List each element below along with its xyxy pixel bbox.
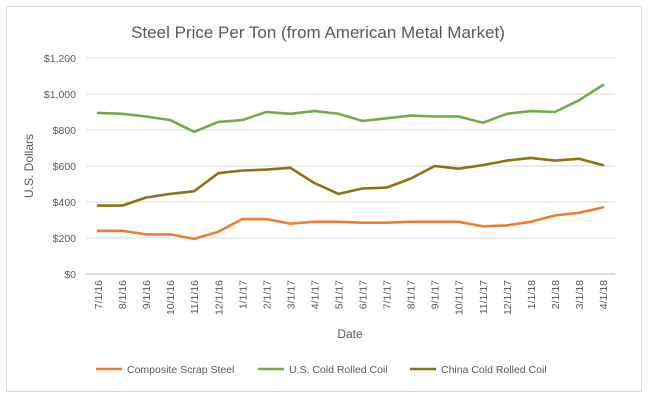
series-line-3: [96, 156, 605, 207]
chart-frame: [6, 6, 642, 392]
x-tick-label: 7/1/17: [382, 280, 394, 309]
y-tick-label: $400: [53, 197, 77, 209]
x-tick-label: 11/1/16: [189, 280, 201, 314]
x-tick-label: 5/1/17: [333, 280, 345, 309]
y-axis-label: U.S. Dollars: [22, 134, 36, 198]
x-tick-label: 10/1/17: [454, 280, 466, 315]
y-tick-label: $600: [53, 161, 77, 173]
legend-label: China Cold Rolled Coil: [441, 364, 547, 376]
x-tick-label: 11/1/17: [478, 280, 490, 314]
legend: Composite Scrap Steel U.S. Cold Rolled Co…: [96, 364, 547, 376]
x-tick-label: 9/1/17: [430, 280, 442, 309]
x-tick-label: 8/1/17: [406, 280, 418, 309]
x-tick-label: 1/1/17: [237, 280, 249, 309]
legend-label: Composite Scrap Steel: [127, 364, 234, 376]
gridlines: [86, 57, 615, 239]
chart-title: Steel Price Per Ton (from American Metal…: [131, 23, 505, 42]
x-tick-label: 1/1/18: [526, 280, 538, 309]
series-lines: [96, 83, 605, 241]
x-tick-label: 2/1/17: [261, 280, 273, 309]
x-tick-label: 3/1/18: [574, 280, 586, 309]
x-tick-label: 12/1/17: [502, 280, 514, 315]
y-tick-label: $1,000: [44, 89, 76, 101]
x-axis-label: Date: [337, 327, 363, 341]
x-tick-label: 7/1/16: [93, 280, 105, 309]
series-line-2: [96, 83, 605, 134]
x-axis-ticks: 7/1/16 8/1/16 9/1/16 10/1/16 11/1/16 12/1/16 1…: [93, 280, 610, 315]
y-tick-label: $800: [53, 125, 77, 137]
x-tick-label: 10/1/16: [165, 280, 177, 315]
legend-label: U.S. Cold Rolled Coil: [289, 364, 388, 376]
series-line-1: [96, 206, 605, 241]
x-tick-label: 8/1/16: [117, 280, 129, 309]
x-tick-label: 6/1/17: [358, 280, 370, 309]
x-tick-label: 9/1/16: [141, 280, 153, 309]
y-tick-label: $200: [53, 233, 77, 245]
y-tick-label: $1,200: [44, 53, 76, 65]
x-tick-label: 2/1/18: [550, 280, 562, 309]
x-tick-label: 4/1/17: [309, 280, 321, 309]
y-axis-ticks: $0 $200 $400 $600 $800 $1,000 $1,200: [44, 53, 76, 281]
x-tick-label: 4/1/18: [598, 280, 610, 309]
x-tick-label: 12/1/16: [213, 280, 225, 315]
y-tick-label: $0: [64, 269, 76, 281]
x-tick-label: 3/1/17: [285, 280, 297, 309]
